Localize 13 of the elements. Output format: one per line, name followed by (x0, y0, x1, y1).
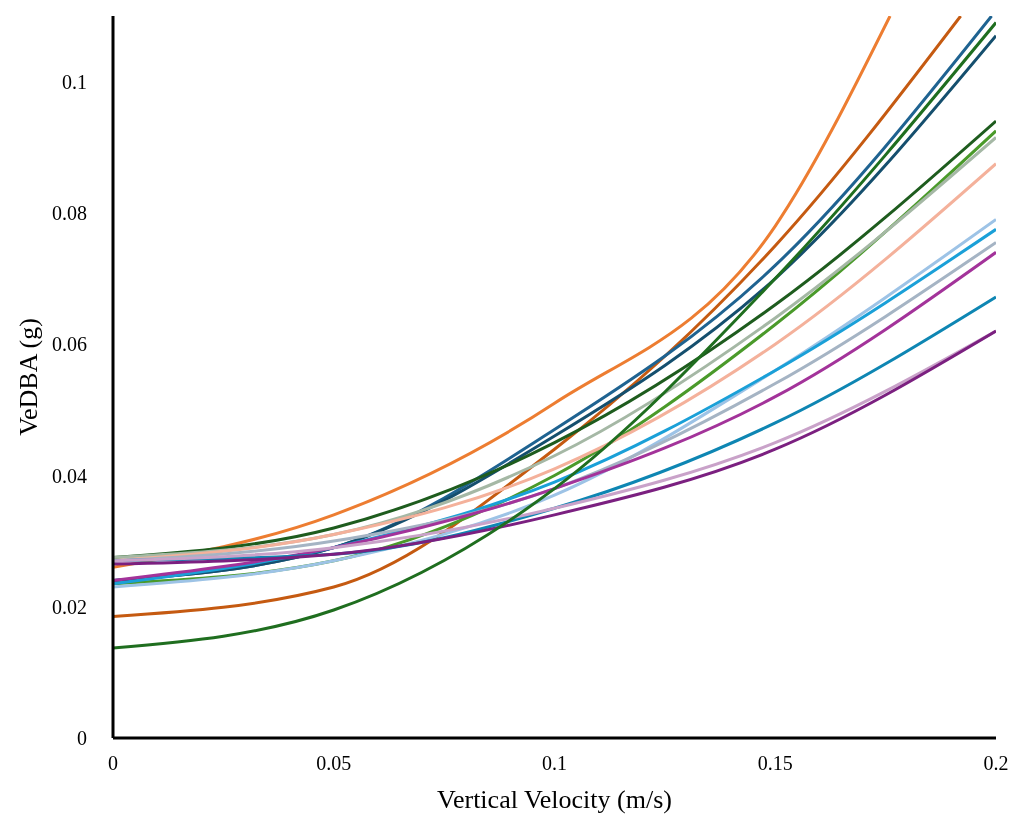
y-axis-title: VeDBA (g) (14, 318, 44, 436)
x-tick-label: 0 (108, 752, 118, 775)
x-tick-label: 0.2 (983, 752, 1009, 775)
y-tick-label: 0.08 (52, 202, 87, 225)
x-tick-label: 0.15 (757, 752, 793, 775)
x-tick-label: 0.05 (316, 752, 352, 775)
x-axis-title: Vertical Velocity (m/s) (437, 785, 672, 814)
y-tick-label: 0 (77, 727, 87, 750)
y-tick-label: 0.02 (52, 595, 87, 618)
x-tick-label: 0.1 (542, 752, 567, 775)
y-tick-label: 0.1 (62, 70, 87, 93)
y-tick-label: 0.04 (52, 464, 87, 487)
y-tick-label: 0.06 (52, 333, 87, 356)
